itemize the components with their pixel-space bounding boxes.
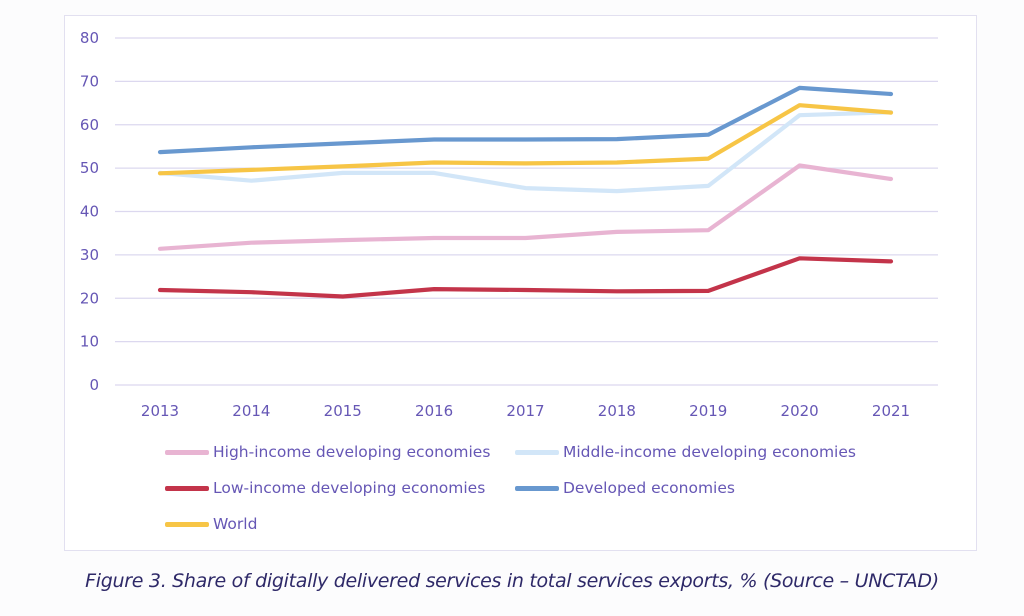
- legend-label: World: [213, 515, 258, 533]
- y-tick-label: 50: [80, 159, 99, 177]
- y-axis-ticks: 0 10 20 30 40 50 60 70 80: [80, 29, 99, 394]
- legend-item: Developed economies: [515, 479, 735, 497]
- series-line-developed-economies: [157, 85, 894, 155]
- gridlines: [115, 37, 938, 386]
- legend-swatch: [515, 485, 559, 491]
- chart-frame: [64, 15, 977, 551]
- y-tick-label: 60: [80, 116, 99, 134]
- legend-swatch: [515, 449, 559, 455]
- figure-caption: Figure 3. Share of digitally delivered s…: [85, 570, 939, 592]
- y-tick-label: 70: [80, 72, 99, 90]
- x-tick-label: 2017: [506, 402, 544, 420]
- series-line-world: [157, 103, 894, 176]
- y-tick-label: 40: [80, 203, 99, 221]
- series-line-high-income-developing-economies: [157, 163, 894, 251]
- legend-label: Developed economies: [563, 479, 735, 497]
- y-tick-label: 0: [89, 376, 99, 394]
- x-tick-label: 2015: [324, 402, 362, 420]
- y-tick-label: 80: [80, 29, 99, 47]
- legend-item: World: [165, 515, 257, 533]
- legend-swatch: [165, 485, 209, 491]
- series-line-low-income-developing-economies: [157, 256, 894, 299]
- legend-label: Middle-income developing economies: [563, 443, 856, 461]
- series-line-middle-income-developing-economies: [157, 110, 894, 194]
- x-tick-label: 2013: [141, 402, 179, 420]
- y-tick-label: 20: [80, 289, 99, 307]
- legend-item: High-income developing economies: [165, 443, 490, 461]
- y-tick-label: 10: [80, 333, 99, 351]
- legend-item: Middle-income developing economies: [515, 443, 856, 461]
- y-tick-label: 30: [80, 246, 99, 264]
- legend-item: Low-income developing economies: [165, 479, 485, 497]
- legend-swatch: [165, 449, 209, 455]
- x-tick-label: 2018: [598, 402, 636, 420]
- x-tick-label: 2019: [689, 402, 727, 420]
- legend-label: High-income developing economies: [213, 443, 491, 461]
- x-tick-label: 2016: [415, 402, 453, 420]
- x-axis-ticks: 2013 2014 2015 2016 2017 2018 2019 2020 2021: [141, 402, 910, 420]
- x-tick-label: 2021: [872, 402, 910, 420]
- legend-label: Low-income developing economies: [213, 479, 486, 497]
- series-lines: [157, 85, 894, 299]
- legend-swatch: [165, 521, 209, 527]
- x-tick-label: 2020: [781, 402, 819, 420]
- x-tick-label: 2014: [232, 402, 270, 420]
